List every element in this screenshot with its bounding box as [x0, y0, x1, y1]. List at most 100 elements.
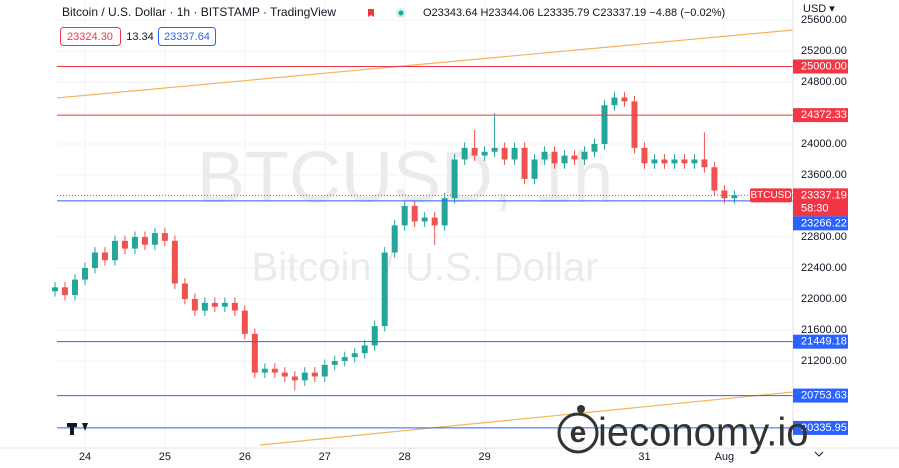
candle-body	[361, 345, 368, 354]
candle-body	[581, 151, 588, 160]
candle-body	[221, 302, 228, 307]
candle-body	[321, 364, 328, 377]
candle-body	[551, 151, 558, 164]
candle-body	[351, 353, 358, 358]
sell-price: 23324.30	[67, 31, 113, 43]
price-level-box	[793, 216, 848, 231]
candle-body	[711, 167, 718, 191]
candle-body	[501, 147, 508, 160]
candle-body	[281, 372, 288, 377]
y-tick-label: 21600.00	[801, 324, 847, 336]
trend-line	[56, 29, 794, 99]
flag-icon[interactable]	[368, 9, 374, 17]
candle-body	[381, 252, 388, 327]
candle-body	[61, 287, 68, 296]
settings-icon[interactable]	[814, 451, 824, 457]
symbol-title: Bitcoin / U.S. Dollar · 1h · BITSTAMP · …	[62, 5, 336, 19]
candle-body	[431, 217, 438, 226]
symbol-tag: BTCUSD	[750, 190, 791, 201]
axes: 25600.00 25200.00 24800.00 24000.00 23600.00…	[79, 14, 848, 463]
candle-body	[121, 240, 128, 249]
buy-button[interactable]	[158, 27, 216, 46]
candle-body	[181, 283, 188, 299]
candle-body	[451, 159, 458, 199]
x-tick-label: 28	[399, 451, 411, 463]
candle-body	[371, 326, 378, 346]
candle-body	[541, 151, 548, 160]
candle-body	[671, 159, 678, 164]
candle-body	[331, 360, 338, 365]
x-tick-label: 26	[239, 451, 251, 463]
buy-price: 23337.64	[164, 31, 210, 43]
ohlc-readout: O23343.64 H23344.06 L23335.79 C23337.19 …	[423, 7, 725, 19]
candle-body	[341, 357, 348, 361]
symbol-tag-box	[750, 188, 792, 203]
candle-body	[311, 372, 318, 377]
y-tick-label: 25200.00	[801, 45, 847, 57]
candle-body	[591, 143, 598, 152]
price-level-label: 21449.18	[801, 336, 847, 348]
price-level-label: 20753.63	[801, 389, 847, 401]
candle-body	[171, 240, 178, 284]
x-tick-label: 29	[478, 451, 490, 463]
candle-body	[521, 147, 528, 179]
candle-body	[561, 155, 568, 164]
candle-body	[91, 252, 98, 268]
last-price-box	[793, 188, 848, 217]
candle-body	[491, 147, 498, 152]
y-tick-label: 22400.00	[801, 262, 847, 274]
price-level-box	[793, 334, 848, 349]
plot-area	[52, 29, 794, 446]
candle-body	[411, 205, 418, 222]
candle-body	[661, 159, 668, 164]
candle-body	[241, 310, 248, 334]
x-tick-label: 24	[79, 451, 91, 463]
price-level-label: 20335.95	[801, 422, 847, 434]
y-tick-label: 22000.00	[801, 293, 847, 305]
y-tick-label: 23600.00	[801, 169, 847, 181]
candle-body	[271, 368, 278, 373]
candle-body	[211, 302, 218, 307]
candle-body	[301, 372, 308, 381]
site-logo: e ieconomy.io	[557, 405, 808, 455]
price-level-box	[793, 108, 848, 123]
candle-body	[691, 159, 698, 164]
candle-body	[721, 190, 728, 199]
candle-body	[191, 298, 198, 311]
candle-body	[71, 279, 78, 296]
candle-body	[471, 147, 478, 156]
y-tick-label: 24800.00	[801, 76, 847, 88]
candle-body	[101, 252, 108, 261]
y-tick-label: 22800.00	[801, 231, 847, 243]
y-tick-label: 24000.00	[801, 138, 847, 150]
candle-body	[481, 151, 488, 156]
status-dot	[398, 10, 404, 16]
candle-body	[631, 101, 638, 148]
sell-button[interactable]	[60, 27, 121, 46]
candle-body	[461, 147, 468, 160]
candle-body	[161, 233, 168, 241]
candle-body	[731, 195, 738, 199]
currency-unit[interactable]: USD ▾	[803, 3, 835, 15]
site-logo-text: ieconomy.io	[598, 411, 808, 455]
candle-body	[261, 368, 268, 373]
countdown: 58:30	[801, 202, 829, 214]
candle-body	[81, 267, 88, 280]
candle-body	[611, 97, 618, 106]
candle-body	[151, 233, 158, 245]
price-level-label: 24372.33	[801, 109, 847, 121]
y-tick-label: 21200.00	[801, 355, 847, 367]
candle-body	[201, 302, 208, 311]
candle-body	[681, 159, 688, 164]
candle-body	[231, 302, 238, 311]
trend-line	[260, 391, 794, 446]
x-tick-label: 31	[638, 451, 650, 463]
candle-body	[131, 236, 138, 249]
svg-text:e: e	[570, 416, 587, 449]
price-level-box	[793, 388, 848, 403]
candle-body	[52, 287, 58, 292]
y-tick-label: 25600.00	[801, 14, 847, 26]
candle-body	[251, 333, 258, 373]
candle-body	[421, 217, 428, 222]
